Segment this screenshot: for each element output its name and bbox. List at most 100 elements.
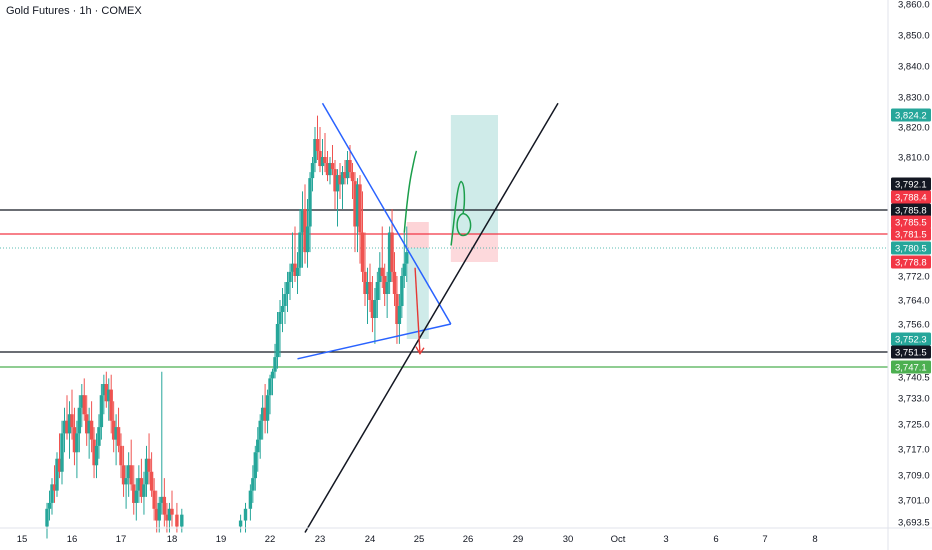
candle-body-96 — [350, 172, 355, 182]
x-tick-label-13: 3 — [663, 534, 668, 545]
x-tick-label-5: 22 — [265, 534, 276, 545]
candle-body-57 — [253, 452, 257, 479]
candle-body-4 — [55, 458, 59, 491]
candle-body-5 — [57, 458, 62, 472]
green-loop-drawing — [450, 180, 472, 246]
y-tick-label-13: 3,709.0 — [898, 471, 930, 482]
price-badge-9 — [891, 345, 931, 359]
candle-body-75 — [298, 232, 302, 268]
x-tick-label-16: 8 — [812, 534, 817, 545]
x-tick-label-1: 16 — [67, 534, 78, 545]
candle-body-117 — [402, 263, 406, 276]
candle-body-73 — [293, 263, 297, 276]
candle-body-111 — [387, 232, 392, 282]
y-tick-label-4: 3,820.0 — [898, 123, 930, 134]
price-badge-label-1: 3,792.1 — [895, 180, 927, 191]
y-tick-label-8: 3,756.0 — [898, 320, 930, 331]
price-badge-label-0: 3,824.2 — [895, 111, 927, 122]
triangle-upper-line — [321, 102, 452, 325]
price-badge-3 — [891, 203, 931, 217]
candle-body-46 — [160, 496, 164, 503]
price-badge-label-10: 3,747.1 — [895, 363, 927, 374]
y-tick-label-11: 3,725.0 — [898, 420, 930, 431]
candle-body-89 — [333, 169, 337, 192]
candle-body-113 — [392, 271, 397, 294]
candle-body-74 — [295, 267, 300, 276]
price-badge-label-2: 3,788.4 — [895, 193, 927, 204]
x-tick-label-9: 26 — [463, 534, 474, 545]
y-tick-label-6: 3,772.0 — [898, 272, 930, 283]
price-badge-label-3: 3,785.8 — [895, 206, 927, 217]
candle-body-35 — [132, 484, 136, 503]
price-badge-0 — [891, 108, 931, 122]
candle-body-29 — [116, 427, 121, 446]
y-tick-label-2: 3,840.0 — [898, 62, 930, 73]
x-tick-label-0: 15 — [17, 534, 28, 545]
x-tick-label-14: 6 — [713, 534, 718, 545]
candle-body-100 — [360, 232, 365, 272]
candle-body-91 — [338, 175, 342, 185]
x-tick-label-12: Oct — [611, 534, 626, 545]
price-badge-8 — [891, 332, 931, 346]
candle-body-2 — [50, 484, 54, 503]
y-tick-label-0: 3,860.0 — [898, 0, 930, 11]
future-target-zone — [450, 115, 498, 234]
candle-body-21 — [97, 427, 101, 446]
candle-body-93 — [343, 172, 347, 179]
candle-body-67 — [278, 312, 282, 324]
candle-body-114 — [395, 294, 399, 324]
candle-body-42 — [149, 471, 154, 491]
candle-body-20 — [94, 445, 99, 466]
price-badge-4 — [891, 215, 931, 229]
candle-body-68 — [280, 306, 285, 312]
candle-body-54 — [243, 508, 248, 521]
candle-body-99 — [358, 184, 362, 233]
candle-body-90 — [335, 175, 340, 192]
red-arrow-shaft — [414, 267, 421, 354]
candle-body-95 — [348, 160, 352, 173]
candle-body-31 — [121, 465, 126, 485]
candle-body-58 — [256, 439, 260, 453]
candle-body-11 — [72, 427, 77, 453]
candle-body-56 — [251, 478, 255, 491]
y-tick-label-3: 3,830.0 — [898, 93, 930, 104]
candle-body-101 — [363, 271, 367, 294]
y-tick-label-10: 3,733.0 — [898, 394, 930, 405]
candle-body-81 — [313, 139, 317, 164]
candle-body-59 — [258, 420, 262, 440]
x-tick-label-10: 29 — [513, 534, 524, 545]
candle-body-33 — [126, 465, 131, 479]
y-tick-label-9: 3,740.5 — [898, 373, 930, 384]
candle-body-63 — [268, 378, 272, 396]
candle-body-104 — [370, 300, 375, 318]
candle-body-55 — [248, 490, 253, 509]
candle-body-106 — [375, 282, 380, 300]
triangle-lower-line — [297, 323, 452, 360]
candle-body-64 — [270, 371, 275, 379]
candle-body-52 — [180, 514, 184, 527]
price-badge-5 — [891, 227, 931, 241]
candle-body-39 — [142, 484, 146, 497]
y-tick-label-1: 3,850.0 — [898, 31, 930, 42]
candle-body-112 — [390, 232, 394, 272]
y-tick-label-5: 3,810.0 — [898, 153, 930, 164]
candle-body-78 — [305, 226, 310, 253]
candle-body-13 — [77, 407, 82, 434]
candle-body-8 — [65, 420, 69, 434]
x-tick-label-6: 23 — [315, 534, 326, 545]
candle-body-19 — [92, 439, 96, 466]
price-badge-label-5: 3,781.5 — [895, 230, 927, 241]
candle-body-98 — [355, 184, 360, 227]
candle-body-1 — [47, 502, 52, 509]
candle-body-23 — [102, 384, 106, 396]
candle-body-47 — [162, 496, 167, 515]
candle-body-86 — [325, 163, 330, 176]
price-badge-label-7: 3,778.8 — [895, 258, 927, 269]
price-badge-label-9: 3,751.5 — [895, 348, 927, 359]
price-badge-label-4: 3,785.5 — [895, 218, 927, 229]
x-tick-label-2: 17 — [116, 534, 127, 545]
candle-body-110 — [385, 282, 389, 294]
candle-body-62 — [265, 395, 270, 421]
candle-body-94 — [345, 160, 350, 179]
candle-body-87 — [328, 163, 332, 176]
